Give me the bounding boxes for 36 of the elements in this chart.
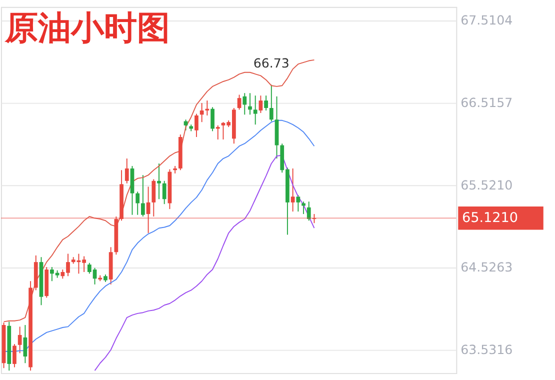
y-tick-label: 67.5104 [460,12,513,28]
annotation: 66.73 [253,55,290,70]
line-series [3,59,315,322]
candlestick [237,94,242,110]
candlestick [200,102,204,123]
y-tick-label: 65.5210 [460,177,513,192]
candlestick [306,201,311,222]
candlestick [184,119,188,131]
candlestick [124,158,129,184]
candlestick [152,178,156,217]
y-tick-label: 64.5263 [460,260,513,275]
candlestick [296,194,300,212]
candlestick [290,168,295,212]
candlestick [18,326,22,354]
candlestick [205,100,210,116]
candlestick [258,95,263,114]
candlestick [157,163,161,200]
chart-title: 原油小时图 [4,8,170,47]
candlestick [162,180,166,205]
candlestick [141,174,145,217]
line-series [94,154,315,372]
candlestick [269,84,274,122]
candlestick [216,124,220,140]
y-tick-label: 63.5316 [460,342,513,358]
candlestick [12,344,16,368]
candlestick [312,214,316,224]
candlestick [136,191,140,216]
candlestick [253,95,258,126]
candlestick [23,324,28,364]
candlestick [248,92,252,116]
ref-line-label: 65.1210 [462,210,518,226]
y-tick-label: 66.5157 [460,94,513,110]
candlestick [242,92,247,116]
candlestick [210,106,214,132]
candlestick [264,95,268,111]
candlestick [194,113,198,138]
